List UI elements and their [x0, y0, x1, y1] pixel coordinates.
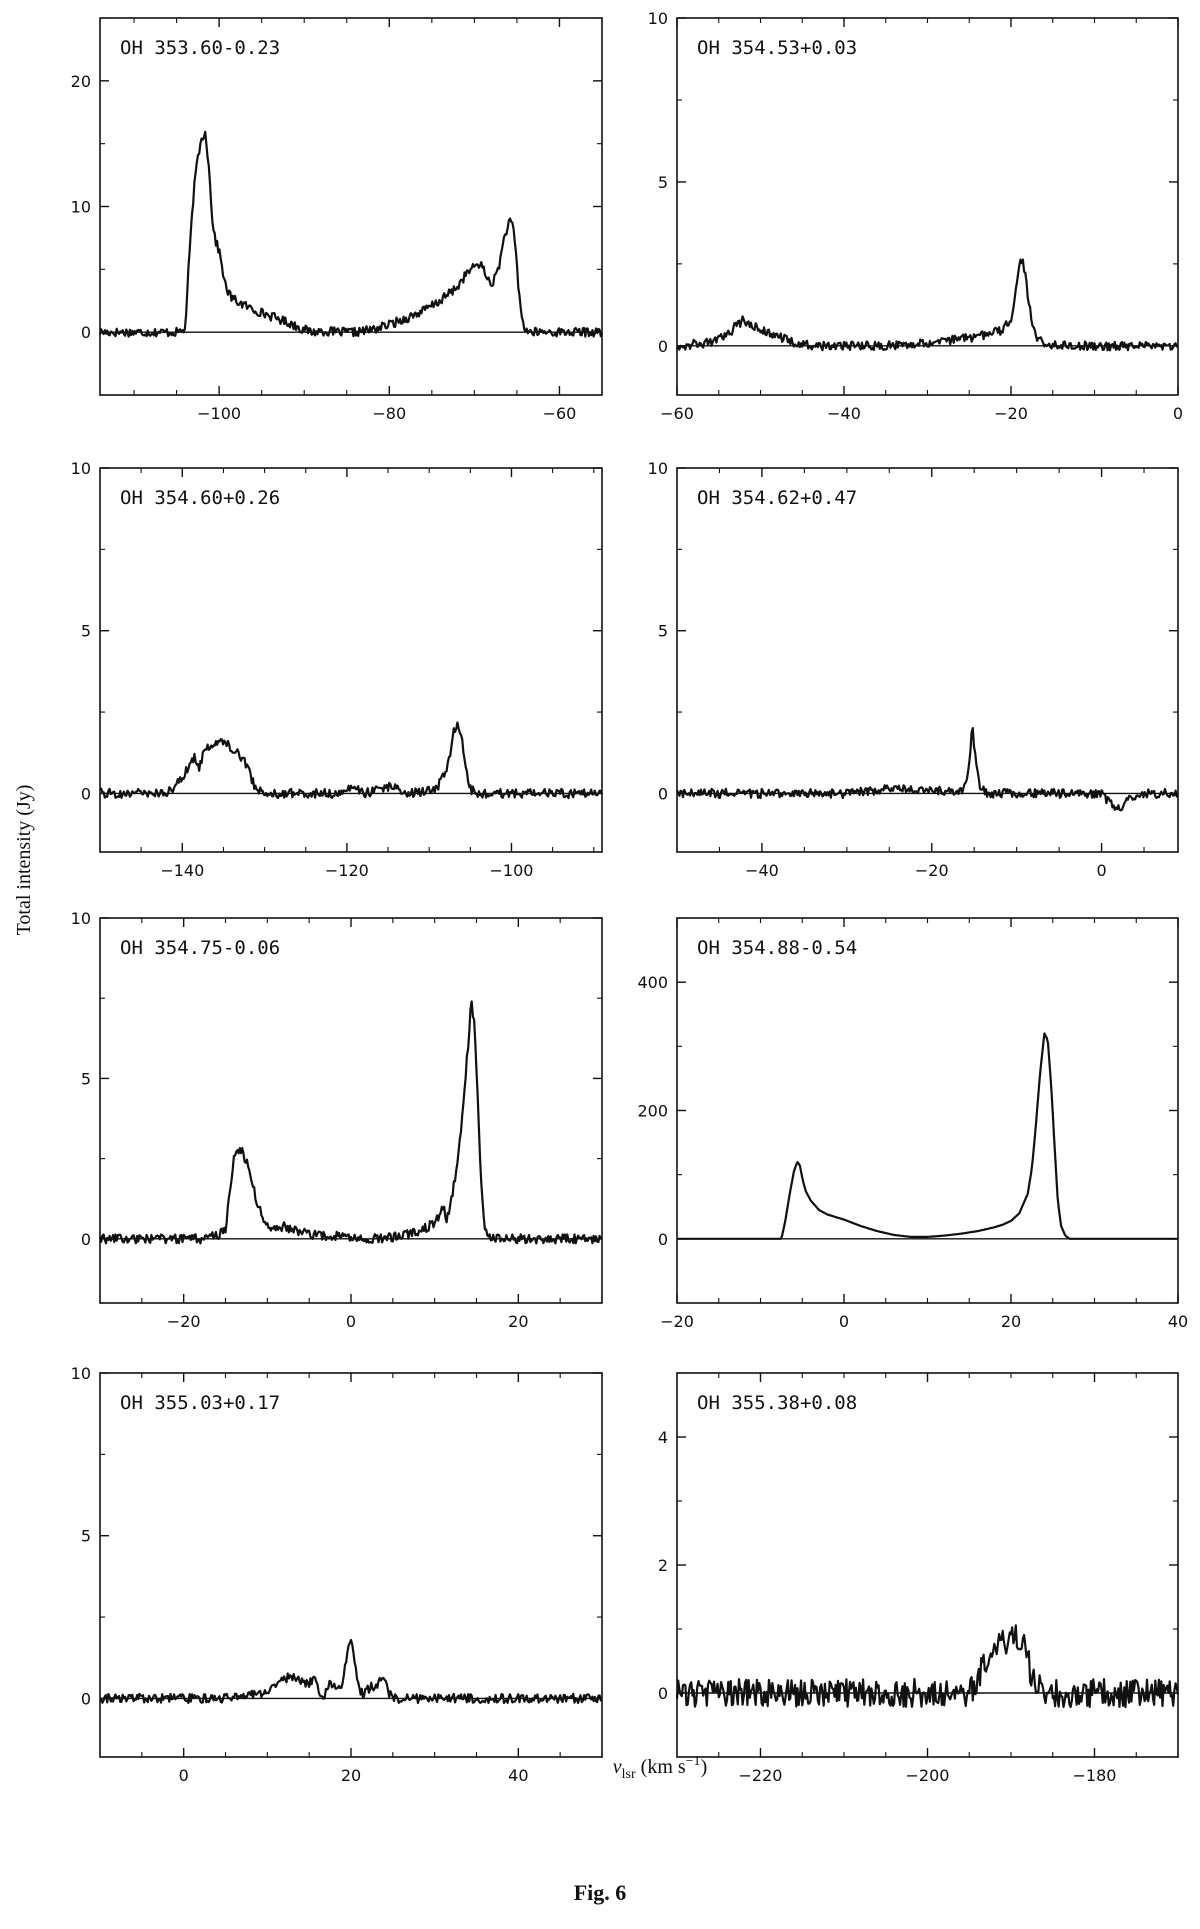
panel-8: −220 −200 −180 0 2 4 OH 355.38+0.08 [658, 1372, 1180, 1785]
x-tick-label: −220 [739, 1766, 783, 1785]
x-tick-label: 0 [1173, 404, 1183, 423]
x-axis-title-exponent: −1 [686, 1754, 701, 1769]
panel-source-label: OH 354.62+0.47 [697, 487, 857, 509]
spectrum-line [677, 1032, 1178, 1240]
y-tick-label: 10 [71, 1364, 91, 1383]
plot-frame [676, 917, 1179, 1304]
panel-1: −100 −80 −60 0 10 20 OH 353.60-0.23 [71, 17, 604, 423]
y-tick-label: 5 [658, 173, 668, 192]
panel-source-label: OH 354.60+0.26 [120, 487, 280, 509]
x-tick-label: 0 [1096, 861, 1106, 880]
x-tick-label: −20 [994, 404, 1028, 423]
spectrum-line [98, 1000, 603, 1245]
panel-4: −40 −20 0 0 5 10 OH 354.62+0.47 [648, 459, 1179, 880]
figure-caption: Fig. 6 [574, 1880, 627, 1905]
y-tick-label: 0 [658, 1230, 668, 1249]
panel-source-label: OH 354.75-0.06 [120, 937, 280, 959]
y-tick-label: 4 [658, 1428, 668, 1447]
x-tick-label: −20 [167, 1312, 201, 1331]
y-axis-title: Total intensity (Jy) [13, 785, 35, 936]
x-axis-title: vlsr (km s−1) [613, 1754, 707, 1782]
y-tick-label: 10 [71, 459, 91, 478]
x-tick-label: −40 [827, 404, 861, 423]
spectrum-line [676, 727, 1179, 812]
x-tick-label: −20 [660, 1312, 694, 1331]
panel-2: −60 −40 −20 0 0 5 10 OH 354.53+0.03 [648, 9, 1183, 423]
x-axis-title-unit: (km s [636, 1756, 686, 1778]
x-tick-label: 0 [179, 1766, 189, 1785]
spectrum-line [675, 1624, 1180, 1709]
y-tick-label: 0 [81, 1230, 91, 1249]
panel-7: 0 20 40 0 5 10 OH 355.03+0.17 [71, 1364, 603, 1785]
x-tick-label: −20 [915, 861, 949, 880]
y-tick-label: 10 [71, 198, 91, 217]
plot-frame [99, 17, 603, 396]
y-tick-label: 400 [637, 973, 668, 992]
plot-frame [676, 467, 1179, 853]
panel-source-label: OH 354.53+0.03 [697, 37, 857, 59]
x-tick-label: −200 [906, 1766, 950, 1785]
x-tick-label: 40 [508, 1766, 528, 1785]
y-tick-label: 5 [81, 1527, 91, 1546]
y-tick-label: 0 [658, 1684, 668, 1703]
x-tick-label: 20 [508, 1312, 528, 1331]
y-tick-label: 5 [81, 1069, 91, 1088]
y-tick-label: 5 [658, 622, 668, 641]
panel-5: −20 0 20 0 5 10 OH 354.75-0.06 [71, 909, 603, 1331]
y-tick-label: 0 [658, 337, 668, 356]
x-tick-label: −140 [160, 861, 204, 880]
panel-source-label: OH 353.60-0.23 [120, 37, 280, 59]
x-tick-label: −40 [745, 861, 779, 880]
y-tick-label: 2 [658, 1556, 668, 1575]
y-tick-label: 0 [81, 1689, 91, 1708]
x-tick-label: 40 [1168, 1312, 1188, 1331]
x-tick-label: 20 [341, 1766, 361, 1785]
y-tick-label: 200 [637, 1102, 668, 1121]
x-tick-label: −60 [660, 404, 694, 423]
x-tick-label: 0 [346, 1312, 356, 1331]
y-tick-label: 10 [648, 9, 668, 28]
y-tick-label: 5 [81, 622, 91, 641]
spectrum-line [99, 1638, 603, 1705]
x-tick-label: −60 [543, 404, 577, 423]
x-axis-title-close: ) [701, 1756, 708, 1778]
y-tick-label: 10 [648, 459, 668, 478]
x-axis-title-symbol: v [613, 1756, 622, 1778]
x-tick-label: −120 [325, 861, 369, 880]
spectrum-line [99, 721, 604, 800]
x-axis-title-subscript: lsr [622, 1767, 636, 1782]
plot-frame [676, 17, 1179, 396]
x-tick-label: −180 [1073, 1766, 1117, 1785]
x-tick-label: 20 [1001, 1312, 1021, 1331]
panel-source-label: OH 355.03+0.17 [120, 1392, 280, 1414]
x-tick-label: 0 [839, 1312, 849, 1331]
x-tick-label: −100 [489, 861, 533, 880]
panel-3: −140 −120 −100 0 5 10 OH 354.60+0.26 [71, 459, 604, 880]
y-tick-label: 0 [81, 323, 91, 342]
panel-source-label: OH 354.88-0.54 [697, 937, 857, 959]
y-tick-label: 10 [71, 909, 91, 928]
plot-frame [99, 917, 603, 1304]
plot-frame [99, 467, 603, 853]
y-tick-label: 20 [71, 72, 91, 91]
x-tick-label: −80 [372, 404, 406, 423]
panel-source-label: OH 355.38+0.08 [697, 1392, 857, 1414]
y-tick-label: 0 [81, 784, 91, 803]
y-tick-label: 0 [658, 784, 668, 803]
spectrum-line [675, 258, 1178, 352]
spectrum-line [98, 130, 604, 338]
x-tick-label: −100 [197, 404, 241, 423]
